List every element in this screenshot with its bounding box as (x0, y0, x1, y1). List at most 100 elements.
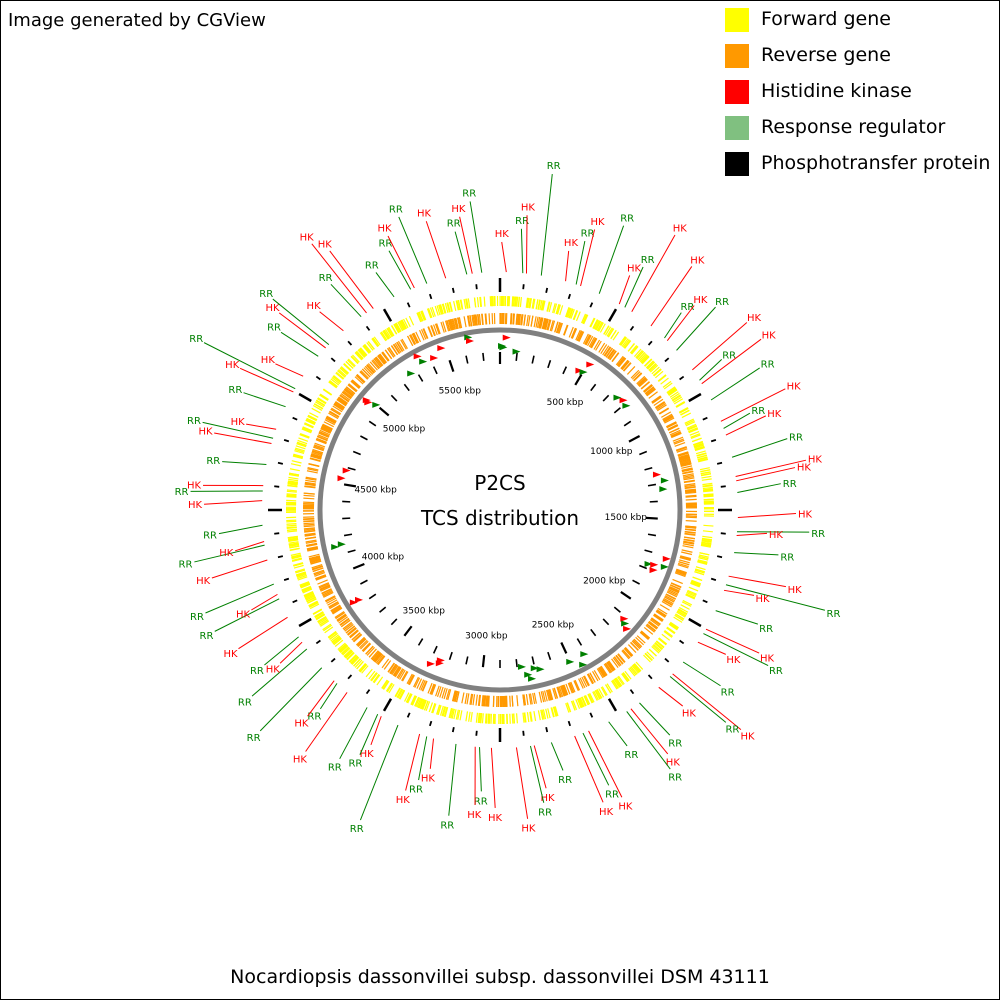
reverse-gene-stripe (545, 318, 549, 330)
reverse-gene-stripe (682, 545, 694, 549)
forward-gene-stripe (649, 364, 659, 373)
reverse-gene-stripe (568, 326, 574, 338)
forward-gene-stripe (654, 642, 663, 651)
reverse-gene-stripe (303, 525, 315, 528)
reverse-gene-stripe (313, 444, 325, 450)
reverse-gene-stripe (333, 403, 344, 411)
response-regulator-label: RR (538, 808, 552, 819)
forward-gene-stripe (633, 663, 641, 672)
forward-gene-stripe (362, 345, 370, 354)
forward-gene-stripe (423, 700, 429, 711)
reverse-gene-stripe (606, 662, 614, 672)
forward-gene-stripe (334, 639, 344, 647)
forward-gene-stripe (701, 537, 713, 541)
callout-line (725, 584, 825, 611)
forward-gene-stripe (703, 488, 714, 492)
forward-gene-stripe (695, 450, 706, 455)
reverse-gene-stripe (471, 314, 475, 326)
forward-gene-stripe (680, 604, 690, 610)
forward-gene-stripe (370, 672, 378, 682)
forward-gene-stripe (419, 699, 425, 709)
reverse-gene-stripe (340, 393, 351, 401)
reverse-gene-stripe (313, 569, 325, 575)
forward-gene-stripe (449, 708, 453, 719)
forward-gene-stripe (381, 679, 388, 689)
forward-gene-stripe (351, 656, 360, 666)
callout-line (639, 702, 671, 736)
scale-tick (647, 533, 657, 537)
forward-gene-stripe (292, 558, 303, 562)
reverse-gene-stripe (683, 477, 695, 481)
forward-gene-stripe (526, 297, 529, 308)
scale-label: 5500 kbp (439, 387, 482, 397)
reverse-gene-stripe (321, 426, 332, 432)
reverse-gene-stripe (472, 694, 476, 706)
reverse-gene-stripe (325, 595, 336, 602)
reverse-gene-stripe (472, 314, 476, 326)
outer-tick (607, 698, 618, 712)
forward-gene-stripe (388, 684, 395, 694)
reverse-gene-stripe (416, 678, 423, 689)
reverse-gene-stripe (314, 572, 326, 577)
reverse-gene-stripe (323, 591, 334, 598)
scale-tick (515, 352, 518, 361)
forward-gene-stripe (522, 712, 525, 723)
reverse-gene-stripe (478, 314, 482, 326)
forward-gene-stripe (356, 350, 364, 359)
scale-tick (574, 374, 583, 386)
reverse-gene-stripe (684, 488, 696, 491)
forward-gene-stripe (694, 445, 705, 450)
forward-gene-stripe (293, 454, 304, 458)
callout-line (533, 745, 547, 789)
reverse-gene-stripe (542, 690, 546, 702)
histidine-kinase-label: HK (188, 500, 203, 511)
forward-gene-stripe (693, 443, 704, 448)
reverse-gene-stripe (422, 328, 428, 340)
reverse-gene-stripe (306, 543, 318, 548)
callout-line (737, 512, 797, 519)
reverse-gene-stripe (648, 621, 658, 630)
histidine-kinase-label: HK (196, 576, 211, 587)
forward-gene-stripe (577, 698, 583, 708)
forward-gene-stripe (528, 298, 531, 309)
histidine-kinase-label: HK (541, 793, 556, 804)
reverse-gene-stripe (597, 667, 605, 678)
forward-gene-stripe (303, 423, 314, 429)
reverse-gene-stripe (325, 417, 336, 424)
forward-gene-stripe (580, 696, 586, 707)
callout-line (194, 544, 265, 563)
forward-gene-stripe (327, 630, 337, 638)
reverse-gene-stripe (561, 684, 567, 696)
forward-gene-stripe (637, 352, 646, 361)
callout-line (425, 221, 447, 279)
reverse-gene-stripe (387, 347, 395, 358)
forward-gene-stripe (333, 375, 342, 383)
forward-gene-stripe (397, 321, 404, 331)
outer-tick (298, 392, 312, 403)
response-regulator-label: RR (365, 260, 379, 271)
scale-tick (576, 638, 583, 646)
response-regulator-label: RR (620, 213, 634, 224)
reverse-gene-stripe (349, 630, 359, 639)
reverse-gene-stripe (464, 692, 468, 704)
reverse-gene-stripe (427, 326, 434, 337)
callout-line (529, 745, 545, 803)
forward-gene-stripe (291, 554, 302, 558)
forward-gene-stripe (287, 537, 299, 540)
scale-tick (448, 359, 455, 372)
reverse-gene-stripe (633, 638, 643, 648)
outer-tick (274, 485, 280, 488)
reverse-gene-stripe (421, 680, 428, 692)
reverse-gene-stripe (662, 414, 674, 422)
response-regulator-label: RR (203, 530, 217, 541)
reverse-gene-stripe (617, 653, 626, 663)
forward-gene-stripe (551, 707, 555, 718)
reverse-gene-stripe (681, 549, 693, 553)
callout-line (618, 275, 631, 305)
reverse-gene-stripe (304, 483, 316, 487)
reverse-gene-stripe (313, 445, 325, 451)
forward-gene-stripe (651, 645, 660, 654)
reverse-gene-stripe (590, 337, 597, 348)
reverse-gene-stripe (595, 340, 602, 351)
forward-gene-stripe (288, 539, 299, 542)
